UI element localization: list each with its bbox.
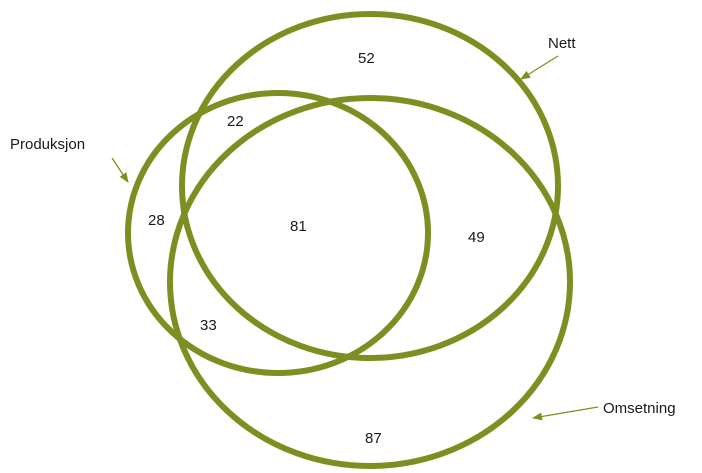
region-omsetning-only: 87 bbox=[365, 430, 382, 447]
nett-label-arrow bbox=[520, 55, 559, 80]
region-produksjon-omsetning: 33 bbox=[200, 317, 217, 334]
set-produksjon-circle bbox=[125, 90, 431, 376]
region-all-three: 81 bbox=[290, 218, 307, 235]
produksjon-label-arrow bbox=[111, 157, 129, 183]
region-produksjon-nett: 22 bbox=[227, 113, 244, 130]
set-omsetning-circle bbox=[167, 95, 573, 469]
region-nett-only: 52 bbox=[358, 50, 375, 67]
region-produksjon-only: 28 bbox=[148, 212, 165, 229]
set-nett-circle bbox=[179, 11, 561, 361]
region-nett-omsetning: 49 bbox=[468, 229, 485, 246]
set-label-nett: Nett bbox=[548, 35, 576, 52]
set-label-omsetning: Omsetning bbox=[603, 400, 676, 417]
set-label-produksjon: Produksjon bbox=[10, 136, 85, 153]
omsetning-label-arrow bbox=[532, 406, 599, 421]
